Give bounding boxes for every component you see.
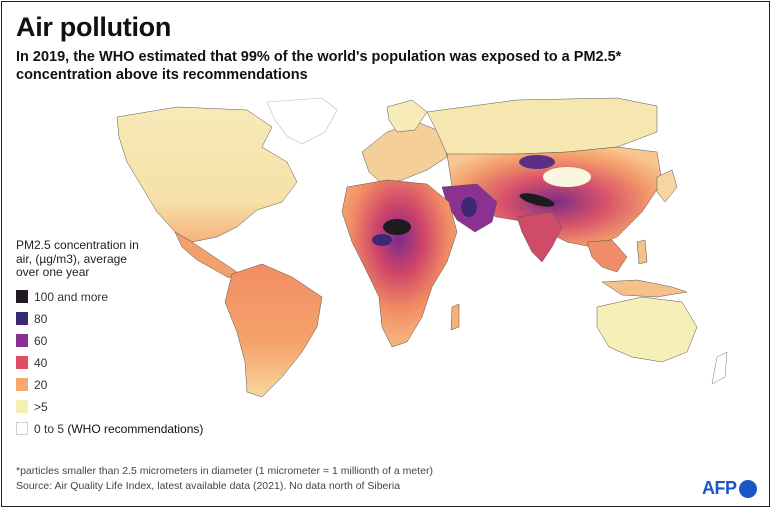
region-philippines [636,239,648,265]
afp-logo-dot [738,479,757,498]
footnote-source: Source: Air Quality Life Index, latest a… [16,480,401,492]
afp-logo-text: AFP [702,478,737,498]
region-new-zealand [711,351,728,385]
hotspot-chad [372,234,392,246]
region-greenland [266,97,338,145]
region-australia [596,296,698,363]
legend-label: 40 [34,355,48,370]
legend-swatch [16,378,28,391]
legend-item-60: 60 [16,330,226,352]
afp-logo: AFP [702,478,757,499]
region-taklamakan [543,167,591,187]
hotspot-arabia [461,197,477,217]
legend-item-80: 80 [16,308,226,330]
region-japan [656,169,678,203]
footnote: *particles smaller than 2.5 micrometers … [16,464,433,494]
legend-swatch [16,290,28,303]
legend-item-20: 20 [16,374,226,396]
region-southeast-asia [586,239,628,273]
region-south-america [224,263,323,398]
region-north-america [116,106,298,243]
page-subtitle: In 2019, the WHO estimated that 99% of t… [16,49,622,83]
legend-swatch [16,312,28,325]
legend-swatch [16,400,28,413]
region-indonesia [601,279,688,298]
legend-label: >5 [34,399,48,414]
legend-swatch [16,356,28,369]
hotspot-sahel [383,219,411,235]
page-title: Air pollution [16,12,172,42]
region-scandinavia [386,99,428,133]
legend-item-100: 100 and more [16,286,226,308]
legend-swatch [16,422,28,435]
legend-label: 100 and more [34,289,109,304]
legend-label: 80 [34,311,48,326]
legend: PM2.5 concentration in air, (µg/m3), ave… [16,238,226,440]
legend-label: 0 to 5 (WHO recommendations) [34,422,203,436]
legend-label: 60 [34,333,48,348]
world-map [116,97,728,398]
legend-item-5: >5 [16,396,226,418]
legend-label-who: (WHO recommendations) [67,421,204,436]
legend-title: PM2.5 concentration in air, (µg/m3), ave… [16,238,139,279]
hotspot-central-asia [519,155,555,169]
region-madagascar [450,303,460,331]
legend-swatch [16,334,28,347]
legend-label: 20 [34,377,48,392]
legend-item-40: 40 [16,352,226,374]
legend-item-0-5: 0 to 5 (WHO recommendations) [16,418,226,440]
region-india [516,211,563,263]
region-africa [341,179,458,348]
footnote-definition: *particles smaller than 2.5 micrometers … [16,465,433,477]
hotspot-indo-gangetic [519,193,555,207]
legend-label-range: 0 to 5 [34,421,68,436]
